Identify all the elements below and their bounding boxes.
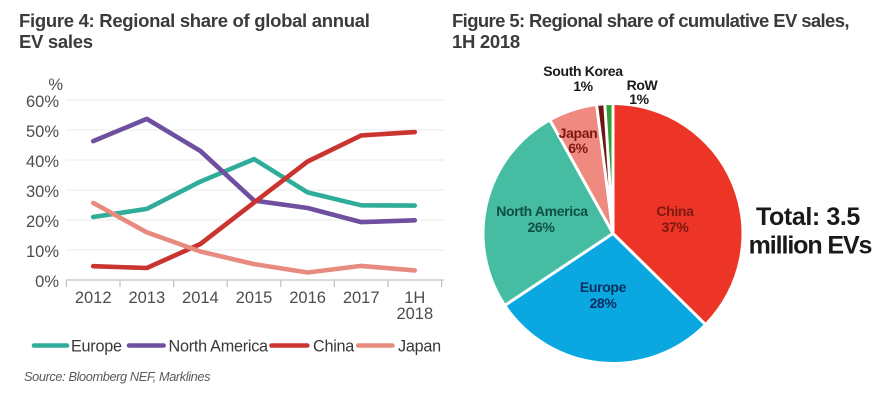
svg-text:Figure 4: Regional share of gl: Figure 4: Regional share of global annua…	[19, 10, 370, 31]
svg-text:1H: 1H	[404, 289, 425, 307]
svg-text:26%: 26%	[528, 219, 556, 235]
svg-text:North America: North America	[496, 203, 588, 219]
svg-text:Europe: Europe	[71, 338, 122, 356]
svg-text:Figure 5: Regional share of cu: Figure 5: Regional share of cumulative E…	[452, 10, 849, 31]
svg-text:30%: 30%	[26, 183, 59, 201]
svg-text:South Korea: South Korea	[543, 63, 623, 79]
svg-text:6%: 6%	[568, 140, 588, 156]
svg-text:0%: 0%	[35, 273, 59, 291]
svg-text:2015: 2015	[236, 289, 273, 307]
svg-text:%: %	[48, 76, 63, 94]
svg-text:2012: 2012	[75, 289, 112, 307]
svg-text:60%: 60%	[26, 93, 59, 111]
svg-text:Japan: Japan	[398, 338, 441, 356]
svg-text:1%: 1%	[629, 91, 649, 107]
svg-text:2016: 2016	[289, 289, 326, 307]
svg-text:RoW: RoW	[627, 77, 659, 93]
svg-text:10%: 10%	[26, 243, 59, 261]
svg-text:37%: 37%	[662, 219, 690, 235]
svg-text:China: China	[313, 338, 354, 356]
svg-text:Europe: Europe	[580, 279, 627, 295]
svg-text:28%: 28%	[590, 295, 618, 311]
svg-text:Japan: Japan	[559, 125, 598, 141]
svg-text:Source: Bloomberg NEF, Marklin: Source: Bloomberg NEF, Marklines	[24, 369, 211, 384]
svg-text:50%: 50%	[26, 123, 59, 141]
svg-text:1H 2018: 1H 2018	[452, 31, 520, 52]
svg-text:2014: 2014	[182, 289, 219, 307]
svg-text:40%: 40%	[26, 153, 59, 171]
svg-text:EV sales: EV sales	[19, 31, 93, 52]
svg-text:2013: 2013	[128, 289, 165, 307]
svg-text:2018: 2018	[396, 305, 433, 323]
svg-text:China: China	[656, 203, 694, 219]
svg-text:million EVs: million EVs	[749, 232, 872, 260]
svg-text:20%: 20%	[26, 213, 59, 231]
svg-text:1%: 1%	[573, 78, 593, 94]
svg-text:North America: North America	[169, 338, 269, 356]
svg-text:2017: 2017	[343, 289, 380, 307]
svg-text:Total: 3.5: Total: 3.5	[756, 203, 860, 231]
